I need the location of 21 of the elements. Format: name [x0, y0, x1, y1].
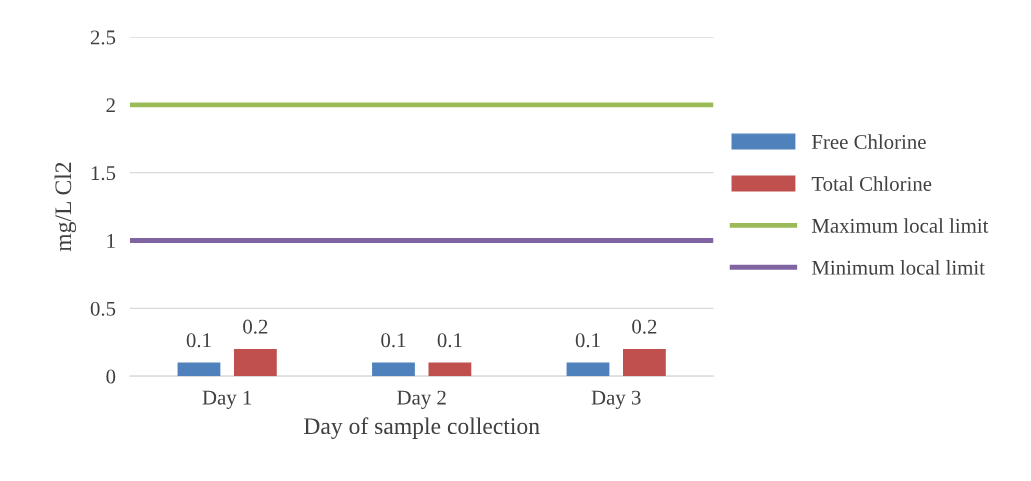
x-axis-title: Day of sample collection — [304, 417, 540, 439]
x-tick-label: Day 3 — [591, 390, 641, 409]
data-label: 0.1 — [437, 333, 462, 348]
data-label: 0.1 — [186, 333, 211, 348]
y-tick-label: 2.5 — [90, 30, 116, 45]
legend-label: Maximum local limit — [811, 218, 989, 233]
y-tick-label: 0 — [106, 369, 116, 384]
data-label: 0.1 — [575, 333, 600, 348]
data-label: 0.2 — [243, 319, 268, 334]
x-tick-label: Day 1 — [202, 390, 252, 409]
y-axis-title: mg/L Cl2 — [54, 162, 77, 252]
data-label: 0.1 — [381, 333, 406, 348]
legend-label: Free Chlorine — [811, 134, 926, 149]
legend-label: Total Chlorine — [811, 176, 932, 191]
y-tick-label: 0.5 — [90, 301, 116, 316]
y-tick-label: 2 — [106, 98, 115, 113]
y-tick-label: 1 — [107, 233, 115, 248]
x-tick-label: Day 2 — [397, 390, 446, 409]
y-tick-label: 1.5 — [91, 166, 116, 181]
data-label: 0.2 — [632, 319, 657, 334]
legend-label: Minimum local limit — [811, 260, 985, 275]
